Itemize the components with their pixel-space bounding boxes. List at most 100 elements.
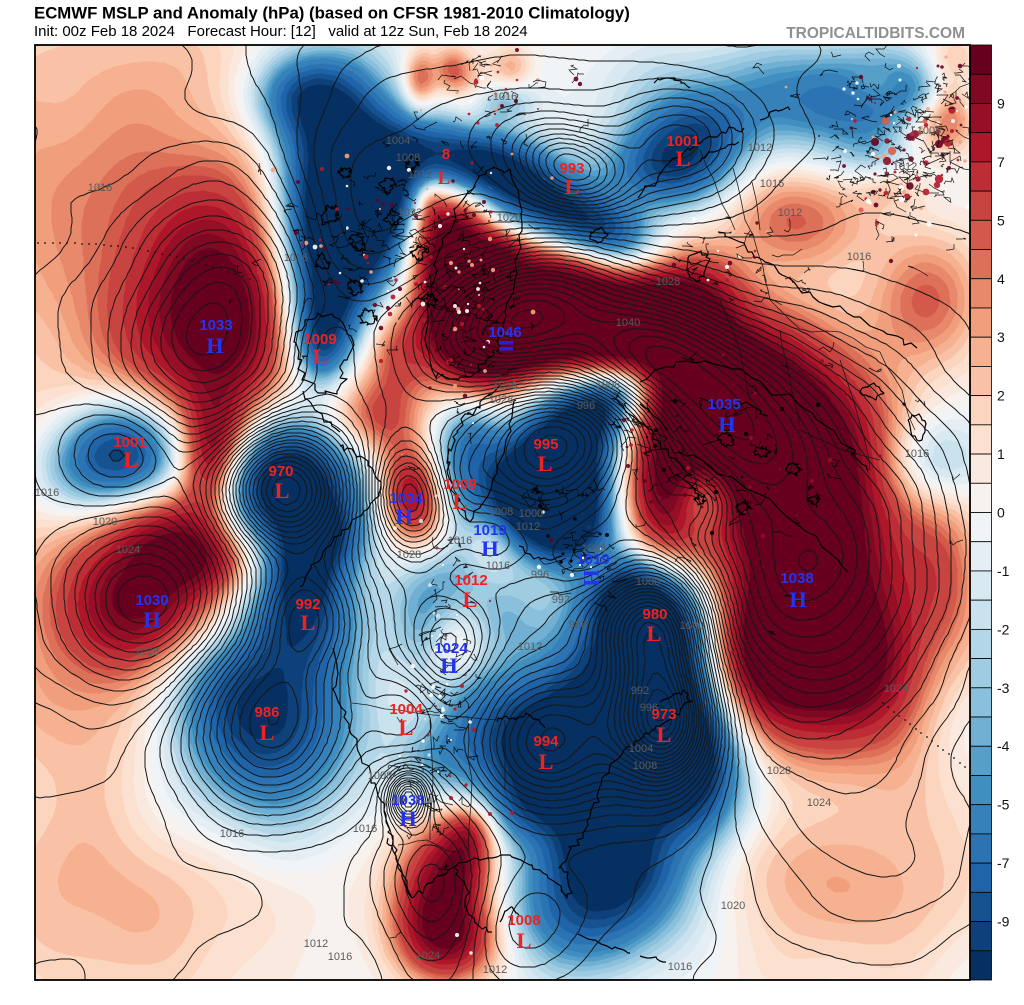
svg-text:L: L	[274, 478, 289, 503]
svg-text:1024: 1024	[884, 683, 908, 695]
svg-text:1016: 1016	[88, 182, 112, 194]
svg-text:L: L	[462, 587, 477, 612]
svg-text:1019: 1019	[473, 522, 506, 539]
svg-text:1004: 1004	[389, 701, 423, 718]
svg-text:H: H	[718, 412, 736, 437]
svg-text:7: 7	[997, 154, 1005, 170]
svg-text:1008: 1008	[596, 379, 620, 391]
svg-text:993: 993	[559, 160, 584, 177]
svg-text:-1: -1	[997, 563, 1010, 579]
svg-text:973: 973	[651, 706, 676, 723]
svg-text:-5: -5	[997, 797, 1010, 813]
svg-text:1028: 1028	[489, 394, 513, 406]
svg-text:L: L	[123, 447, 138, 472]
svg-text:H: H	[399, 806, 417, 831]
svg-text:992: 992	[631, 685, 649, 697]
svg-text:1012: 1012	[304, 938, 328, 950]
svg-text:1038: 1038	[391, 792, 424, 809]
svg-text:1004: 1004	[386, 135, 410, 147]
svg-text:1028: 1028	[397, 549, 421, 561]
svg-text:1020: 1020	[93, 516, 117, 528]
svg-text:L: L	[675, 146, 690, 171]
svg-text:L: L	[516, 928, 531, 953]
svg-text:H: H	[395, 504, 413, 529]
svg-text:Init: 00z Feb 18 2024 Foreca: Init: 00z Feb 18 2024 Forecast Hour: [12…	[34, 23, 528, 40]
svg-text:1038: 1038	[780, 570, 813, 587]
svg-text:5: 5	[997, 212, 1005, 228]
svg-text:1020: 1020	[497, 212, 521, 224]
svg-text:996: 996	[577, 400, 595, 412]
svg-text:1032: 1032	[398, 207, 422, 219]
svg-text:L: L	[537, 451, 552, 476]
svg-text:1008: 1008	[633, 760, 657, 772]
svg-text:H: H	[579, 569, 604, 587]
svg-text:1012: 1012	[483, 964, 507, 976]
svg-text:1016: 1016	[220, 828, 244, 840]
svg-text:980: 980	[642, 606, 667, 623]
svg-text:H: H	[440, 653, 458, 678]
svg-text:H: H	[789, 587, 807, 612]
svg-text:-9: -9	[997, 914, 1010, 930]
svg-text:988: 988	[569, 619, 587, 631]
svg-text:L: L	[564, 174, 579, 199]
svg-text:1000: 1000	[519, 508, 543, 520]
svg-text:1012: 1012	[408, 169, 432, 181]
svg-text:1008: 1008	[917, 125, 941, 137]
svg-text:1004: 1004	[629, 743, 653, 755]
svg-text:1016: 1016	[905, 448, 929, 460]
svg-text:1028: 1028	[582, 543, 606, 555]
svg-text:1012: 1012	[748, 142, 772, 154]
svg-text:L: L	[398, 715, 413, 740]
svg-text:L: L	[312, 344, 327, 369]
svg-text:1024: 1024	[416, 950, 440, 962]
svg-text:1016: 1016	[493, 91, 517, 103]
svg-text:3: 3	[997, 329, 1005, 345]
svg-text:1016: 1016	[284, 252, 308, 264]
svg-text:1: 1	[997, 446, 1005, 462]
svg-text:1016: 1016	[486, 560, 510, 572]
svg-text:-4: -4	[997, 738, 1010, 754]
svg-text:1016: 1016	[353, 823, 377, 835]
svg-text:1020: 1020	[721, 900, 745, 912]
svg-text:1012: 1012	[516, 521, 540, 533]
svg-text:9: 9	[997, 95, 1005, 111]
svg-text:1016: 1016	[328, 951, 352, 963]
svg-text:1024: 1024	[807, 797, 831, 809]
svg-text:L: L	[646, 621, 661, 646]
svg-text:L: L	[300, 610, 315, 635]
svg-text:1008: 1008	[368, 770, 392, 782]
svg-text:1040: 1040	[616, 317, 640, 329]
svg-text:1035: 1035	[707, 396, 740, 413]
svg-text:1016: 1016	[847, 251, 871, 263]
svg-text:1028: 1028	[656, 276, 680, 288]
svg-text:L: L	[438, 168, 451, 189]
svg-text:1009: 1009	[303, 331, 336, 348]
svg-text:1016: 1016	[448, 535, 472, 547]
svg-text:1028: 1028	[767, 765, 791, 777]
svg-text:1030: 1030	[135, 592, 168, 609]
svg-text:0: 0	[997, 505, 1005, 521]
svg-text:994: 994	[533, 733, 559, 750]
svg-text:1009: 1009	[443, 476, 476, 493]
svg-text:H: H	[481, 536, 499, 561]
svg-text:1001: 1001	[113, 434, 146, 451]
svg-text:1008: 1008	[507, 912, 540, 929]
svg-text:-2: -2	[997, 621, 1010, 637]
svg-text:1012: 1012	[778, 207, 802, 219]
svg-text:TROPICALTIDBITS.COM: TROPICALTIDBITS.COM	[786, 25, 965, 42]
svg-text:970: 970	[268, 463, 293, 480]
svg-text:992: 992	[295, 596, 320, 613]
svg-text:996: 996	[640, 702, 658, 714]
svg-text:1019: 1019	[576, 551, 609, 568]
svg-text:1000: 1000	[680, 620, 704, 632]
svg-text:L: L	[656, 722, 671, 747]
svg-text:1012: 1012	[893, 161, 917, 173]
svg-text:1012: 1012	[518, 641, 542, 653]
svg-text:2: 2	[997, 388, 1005, 404]
svg-text:1033: 1033	[199, 317, 232, 334]
svg-text:1028: 1028	[135, 646, 159, 658]
svg-text:986: 986	[254, 704, 279, 721]
svg-text:4: 4	[997, 271, 1005, 287]
svg-text:1034: 1034	[389, 490, 423, 507]
svg-text:1012: 1012	[454, 572, 487, 589]
